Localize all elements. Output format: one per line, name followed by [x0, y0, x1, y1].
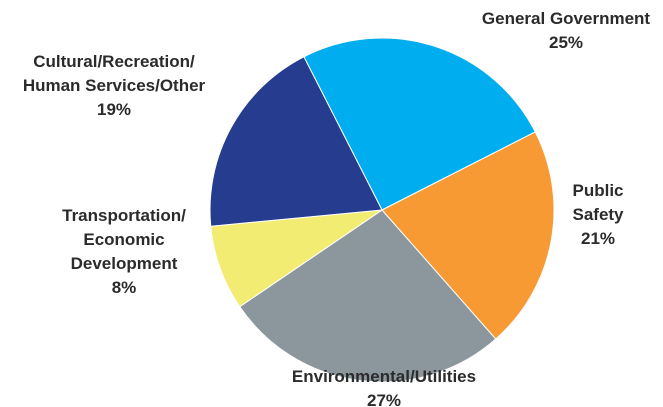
slice-label-2: Environmental/Utilities 27%: [292, 367, 476, 407]
pie-labels: General Government 25% Public Safety 21% Envi…: [23, 9, 651, 407]
slice-name-label: Human Services/Other: [23, 76, 206, 95]
pie-slice-0: [303, 37, 536, 211]
slice-value-label: 25%: [549, 33, 583, 52]
pie-slices: [209, 37, 555, 383]
slice-name-label: Public: [572, 181, 623, 200]
slice-name-label: Cultural/Recreation/: [33, 52, 195, 71]
slice-name-label: General Government: [482, 9, 651, 28]
pie-slice-2: [239, 209, 497, 383]
slice-label-3: Transportation/Economic Development 8%: [62, 206, 186, 297]
slice-value-label: 19%: [97, 100, 131, 119]
slice-name-label: Safety: [572, 205, 624, 224]
slice-value-label: 27%: [367, 391, 401, 407]
slice-name-label: Development: [71, 254, 178, 273]
pie-slice-4: [209, 56, 383, 227]
slice-label-4: Cultural/Recreation/Human Services/Other…: [23, 52, 206, 119]
slice-label-0: General Government 25%: [482, 9, 651, 52]
slice-name-label: Environmental/Utilities: [292, 367, 476, 386]
slice-value-label: 8%: [112, 278, 137, 297]
slice-value-label: 21%: [581, 229, 615, 248]
slice-name-label: Economic: [83, 230, 164, 249]
pie-slice-1: [381, 131, 555, 340]
slice-name-label: Transportation/: [62, 206, 186, 225]
slice-label-1: Public Safety 21%: [572, 181, 624, 248]
